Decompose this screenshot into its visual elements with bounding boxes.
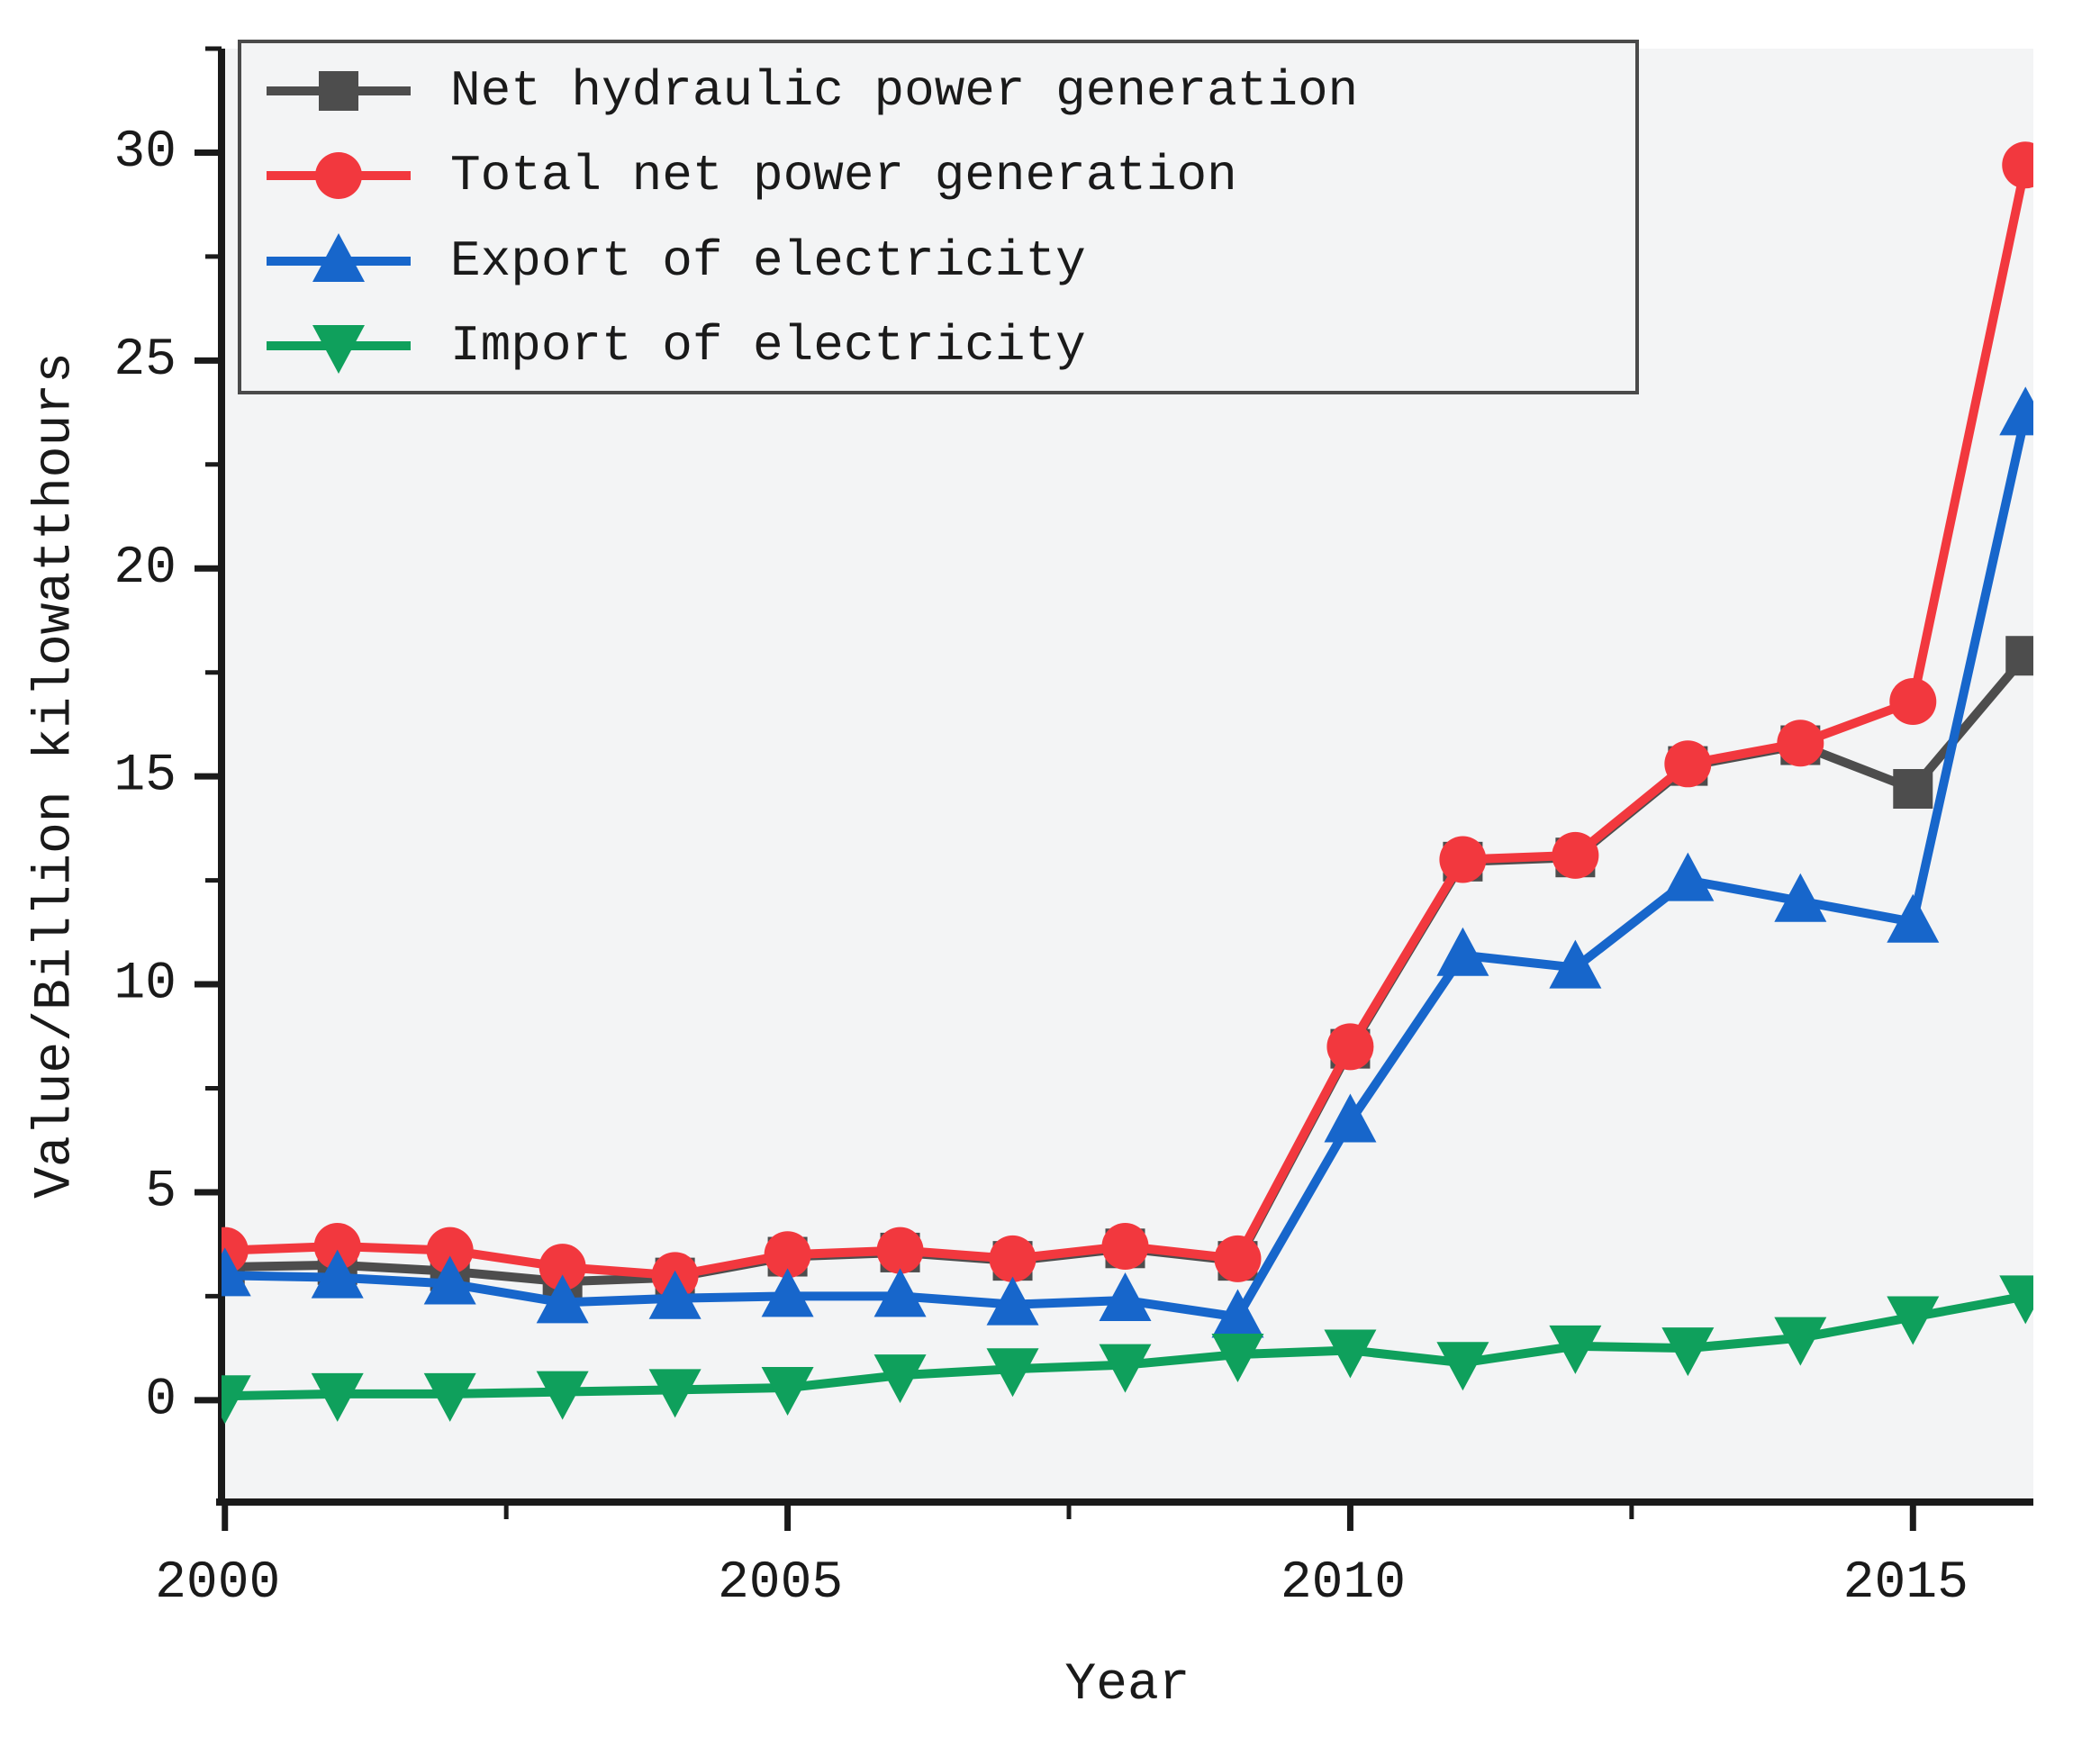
data-point-export-of-electricity	[1436, 927, 1489, 976]
x-axis-tick-label: 2010	[1281, 1554, 1406, 1613]
data-point-net-hydraulic-power-generation	[2005, 636, 2033, 676]
data-point-export-of-electricity	[1887, 893, 1940, 943]
data-point-export-of-electricity	[1549, 939, 1602, 989]
legend-item-total-net-power-generation: Total net power generation	[267, 147, 1237, 204]
data-point-import-of-electricity	[1549, 1325, 1602, 1374]
legend-marker-triangle-down	[312, 325, 365, 374]
data-point-export-of-electricity	[1774, 873, 1827, 922]
data-point-total-net-power-generation	[1552, 831, 1599, 879]
data-point-export-of-electricity	[1099, 1272, 1152, 1322]
data-point-total-net-power-generation	[876, 1227, 924, 1274]
data-point-import-of-electricity	[873, 1354, 927, 1404]
y-axis-tick-label: 30	[113, 123, 177, 182]
data-point-total-net-power-generation	[2002, 141, 2033, 189]
x-axis-tick-label: 2015	[1843, 1554, 1969, 1613]
legend-marker-circle	[315, 152, 362, 199]
x-axis-tick-label: 2005	[718, 1554, 843, 1613]
data-point-export-of-electricity	[1999, 386, 2033, 436]
series-total-net-power-generation	[222, 141, 2033, 1299]
data-point-total-net-power-generation	[1439, 836, 1487, 883]
legend-label: Total net power generation	[450, 147, 1237, 204]
data-point-total-net-power-generation	[764, 1231, 811, 1279]
data-point-import-of-electricity	[536, 1371, 589, 1420]
data-point-export-of-electricity	[648, 1270, 702, 1319]
tick-labels: 0 5 10 15 20 25 30 2000 2005 2010 2015	[113, 123, 1969, 1613]
data-point-import-of-electricity	[423, 1372, 476, 1422]
legend-marker-triangle-up	[312, 233, 365, 282]
data-point-total-net-power-generation	[1214, 1235, 1262, 1282]
data-point-export-of-electricity	[1211, 1289, 1264, 1338]
series-export-of-electricity	[222, 386, 2033, 1338]
legend: Net hydraulic power generation Total net …	[238, 40, 1639, 394]
legend-label: Net hydraulic power generation	[450, 62, 1358, 120]
x-axis-title: Year	[1064, 1656, 1190, 1715]
data-point-import-of-electricity	[1661, 1327, 1715, 1377]
data-point-export-of-electricity	[423, 1255, 476, 1305]
data-point-import-of-electricity	[311, 1372, 364, 1422]
data-point-total-net-power-generation	[1777, 720, 1824, 767]
data-point-export-of-electricity	[986, 1276, 1039, 1326]
legend-label: Export of electricity	[450, 232, 1086, 290]
data-point-export-of-electricity	[222, 1247, 251, 1297]
y-axis-tick-label: 25	[113, 331, 177, 390]
data-point-net-hydraulic-power-generation	[1893, 769, 1933, 810]
data-point-import-of-electricity	[222, 1375, 251, 1425]
data-point-export-of-electricity	[873, 1268, 927, 1317]
legend-label: Import of electricity	[450, 317, 1086, 375]
y-axis-tick-label: 10	[113, 955, 177, 1014]
x-axis-tick-label: 2000	[155, 1554, 280, 1613]
y-axis-title: Value/Billion kilowatthours	[27, 352, 86, 1199]
data-point-import-of-electricity	[1774, 1317, 1827, 1366]
series-import-of-electricity	[222, 1275, 2033, 1425]
y-axis-tick-label: 20	[113, 539, 177, 598]
y-axis-tick-label: 5	[145, 1163, 177, 1221]
data-point-total-net-power-generation	[1664, 740, 1712, 788]
series-layer	[222, 141, 2033, 1425]
data-point-total-net-power-generation	[426, 1227, 474, 1274]
legend-box	[238, 40, 1639, 394]
legend-item-net-hydraulic-power-generation: Net hydraulic power generation	[267, 62, 1358, 120]
data-point-import-of-electricity	[1887, 1296, 1940, 1345]
data-point-export-of-electricity	[311, 1249, 364, 1299]
data-point-export-of-electricity	[536, 1274, 589, 1324]
data-point-import-of-electricity	[761, 1367, 814, 1417]
data-point-import-of-electricity	[648, 1369, 702, 1418]
legend-item-import-of-electricity: Import of electricity	[267, 317, 1086, 375]
data-point-export-of-electricity	[761, 1268, 814, 1317]
y-axis-tick-label: 15	[113, 747, 177, 806]
data-point-total-net-power-generation	[1101, 1222, 1149, 1270]
data-point-total-net-power-generation	[1326, 1023, 1374, 1071]
legend-marker-square	[319, 71, 358, 111]
data-point-total-net-power-generation	[1889, 678, 1937, 726]
data-point-export-of-electricity	[1324, 1093, 1377, 1143]
data-point-export-of-electricity	[1661, 852, 1715, 901]
y-axis-tick-label: 0	[145, 1371, 177, 1429]
data-point-import-of-electricity	[986, 1348, 1039, 1398]
data-point-import-of-electricity	[1099, 1344, 1152, 1393]
data-point-import-of-electricity	[1436, 1342, 1489, 1391]
data-point-import-of-electricity	[1211, 1334, 1264, 1383]
data-point-total-net-power-generation	[313, 1222, 361, 1270]
data-point-import-of-electricity	[1999, 1275, 2033, 1325]
data-point-import-of-electricity	[1324, 1329, 1377, 1379]
data-point-total-net-power-generation	[989, 1235, 1036, 1282]
legend-item-export-of-electricity: Export of electricity	[267, 232, 1086, 290]
data-point-total-net-power-generation	[539, 1244, 586, 1291]
